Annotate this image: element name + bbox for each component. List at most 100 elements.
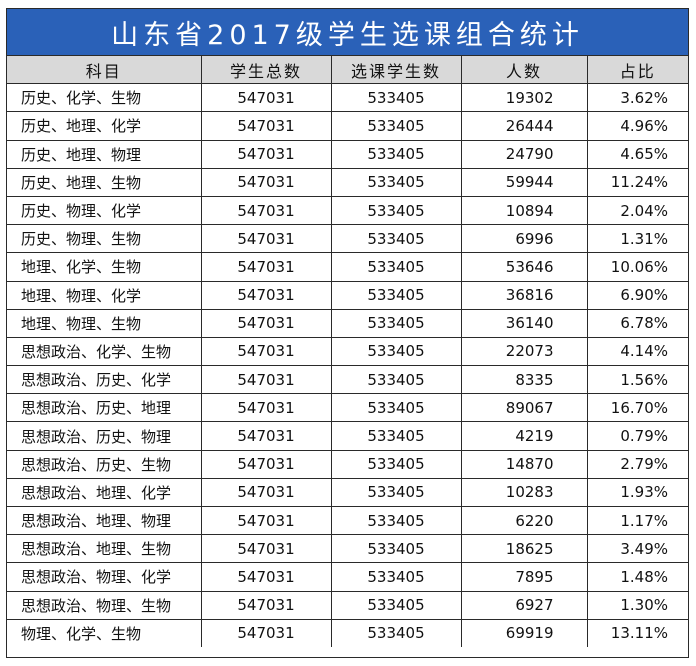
cell-count: 24790 <box>460 139 588 169</box>
table-row: 思想政治、地理、生物 547031 533405 18625 3.49% <box>7 534 688 564</box>
cell-subjects: 历史、物理、生物 <box>7 224 202 254</box>
header-subjects: 科目 <box>7 56 202 85</box>
cell-total-students: 547031 <box>200 505 332 536</box>
cell-selected-students: 533405 <box>330 167 462 197</box>
cell-subjects: 思想政治、地理、生物 <box>7 534 202 564</box>
table-row: 地理、化学、生物 547031 533405 53646 10.06% <box>7 252 688 282</box>
cell-selected-students: 533405 <box>330 139 462 169</box>
cell-subjects: 思想政治、物理、化学 <box>7 562 202 592</box>
cell-selected-students: 533405 <box>330 308 462 338</box>
table-row: 思想政治、历史、化学 547031 533405 8335 1.56% <box>7 365 688 395</box>
cell-count: 6996 <box>460 224 588 254</box>
cell-ratio: 1.30% <box>586 590 688 620</box>
table-row: 物理、化学、生物 547031 533405 69919 13.11% <box>7 618 688 647</box>
table-row: 思想政治、物理、化学 547031 533405 7895 1.48% <box>7 562 688 592</box>
cell-count: 6220 <box>460 505 588 536</box>
cell-ratio: 2.04% <box>586 195 688 226</box>
cell-selected-students: 533405 <box>330 505 462 536</box>
cell-subjects: 思想政治、历史、生物 <box>7 449 202 479</box>
cell-selected-students: 533405 <box>330 618 462 647</box>
cell-total-students: 547031 <box>200 449 332 479</box>
table-row: 思想政治、物理、生物 547031 533405 6927 1.30% <box>7 590 688 620</box>
table-row: 历史、地理、生物 547031 533405 59944 11.24% <box>7 167 688 197</box>
table-row: 思想政治、历史、地理 547031 533405 89067 16.70% <box>7 393 688 423</box>
table-row: 历史、化学、生物 547031 533405 19302 3.62% <box>7 83 688 113</box>
table-row: 思想政治、地理、物理 547031 533405 6220 1.17% <box>7 505 688 536</box>
cell-total-students: 547031 <box>200 618 332 647</box>
table-row: 历史、地理、化学 547031 533405 26444 4.96% <box>7 111 688 141</box>
cell-total-students: 547031 <box>200 111 332 141</box>
cell-subjects: 地理、物理、生物 <box>7 308 202 338</box>
table-row: 地理、物理、生物 547031 533405 36140 6.78% <box>7 308 688 338</box>
cell-total-students: 547031 <box>200 308 332 338</box>
cell-selected-students: 533405 <box>330 195 462 226</box>
cell-ratio: 10.06% <box>586 252 688 282</box>
cell-count: 53646 <box>460 252 588 282</box>
cell-subjects: 历史、地理、化学 <box>7 111 202 141</box>
cell-total-students: 547031 <box>200 477 332 508</box>
cell-total-students: 547031 <box>200 365 332 395</box>
cell-count: 18625 <box>460 534 588 564</box>
cell-ratio: 3.49% <box>586 534 688 564</box>
cell-subjects: 思想政治、历史、物理 <box>7 421 202 451</box>
header-selected-students: 选课学生数 <box>330 56 462 85</box>
cell-selected-students: 533405 <box>330 562 462 592</box>
header-ratio: 占比 <box>586 56 688 85</box>
table-row: 历史、地理、物理 547031 533405 24790 4.65% <box>7 139 688 169</box>
cell-total-students: 547031 <box>200 534 332 564</box>
cell-total-students: 547031 <box>200 562 332 592</box>
cell-subjects: 物理、化学、生物 <box>7 618 202 647</box>
cell-count: 6927 <box>460 590 588 620</box>
cell-ratio: 3.62% <box>586 83 688 113</box>
cell-ratio: 4.65% <box>586 139 688 169</box>
cell-selected-students: 533405 <box>330 534 462 564</box>
cell-ratio: 11.24% <box>586 167 688 197</box>
cell-selected-students: 533405 <box>330 365 462 395</box>
cell-total-students: 547031 <box>200 167 332 197</box>
cell-ratio: 2.79% <box>586 449 688 479</box>
cell-subjects: 思想政治、物理、生物 <box>7 590 202 620</box>
cell-subjects: 思想政治、历史、化学 <box>7 365 202 395</box>
cell-total-students: 547031 <box>200 252 332 282</box>
cell-subjects: 历史、地理、生物 <box>7 167 202 197</box>
cell-ratio: 6.90% <box>586 280 688 310</box>
cell-selected-students: 533405 <box>330 393 462 423</box>
cell-selected-students: 533405 <box>330 421 462 451</box>
cell-selected-students: 533405 <box>330 252 462 282</box>
cell-total-students: 547031 <box>200 421 332 451</box>
cell-selected-students: 533405 <box>330 280 462 310</box>
cell-total-students: 547031 <box>200 139 332 169</box>
cell-total-students: 547031 <box>200 336 332 367</box>
cell-subjects: 历史、地理、物理 <box>7 139 202 169</box>
table-row: 思想政治、历史、生物 547031 533405 14870 2.79% <box>7 449 688 479</box>
cell-ratio: 13.11% <box>586 618 688 647</box>
cell-total-students: 547031 <box>200 393 332 423</box>
table-body: 历史、化学、生物 547031 533405 19302 3.62% 历史、地理、化学 54… <box>7 83 688 647</box>
cell-subjects: 思想政治、地理、物理 <box>7 505 202 536</box>
cell-ratio: 4.14% <box>586 336 688 367</box>
table-row: 历史、物理、化学 547031 533405 10894 2.04% <box>7 195 688 226</box>
table-row: 思想政治、化学、生物 547031 533405 22073 4.14% <box>7 336 688 367</box>
cell-ratio: 6.78% <box>586 308 688 338</box>
cell-count: 36140 <box>460 308 588 338</box>
cell-total-students: 547031 <box>200 195 332 226</box>
cell-total-students: 547031 <box>200 224 332 254</box>
table-title: 山东省2017级学生选课组合统计 <box>7 9 688 56</box>
cell-ratio: 1.48% <box>586 562 688 592</box>
cell-selected-students: 533405 <box>330 111 462 141</box>
cell-subjects: 历史、化学、生物 <box>7 83 202 113</box>
cell-subjects: 历史、物理、化学 <box>7 195 202 226</box>
cell-ratio: 16.70% <box>586 393 688 423</box>
cell-count: 19302 <box>460 83 588 113</box>
selection-stats-table: 科目 学生总数 选课学生数 人数 占比 历史、化学、生物 547031 533405… <box>7 56 688 647</box>
table-row: 地理、物理、化学 547031 533405 36816 6.90% <box>7 280 688 310</box>
cell-count: 36816 <box>460 280 588 310</box>
cell-subjects: 地理、物理、化学 <box>7 280 202 310</box>
cell-subjects: 思想政治、化学、生物 <box>7 336 202 367</box>
header-row: 科目 学生总数 选课学生数 人数 占比 <box>7 56 688 85</box>
cell-count: 14870 <box>460 449 588 479</box>
cell-count: 26444 <box>460 111 588 141</box>
cell-ratio: 0.79% <box>586 421 688 451</box>
cell-ratio: 1.56% <box>586 365 688 395</box>
cell-total-students: 547031 <box>200 590 332 620</box>
